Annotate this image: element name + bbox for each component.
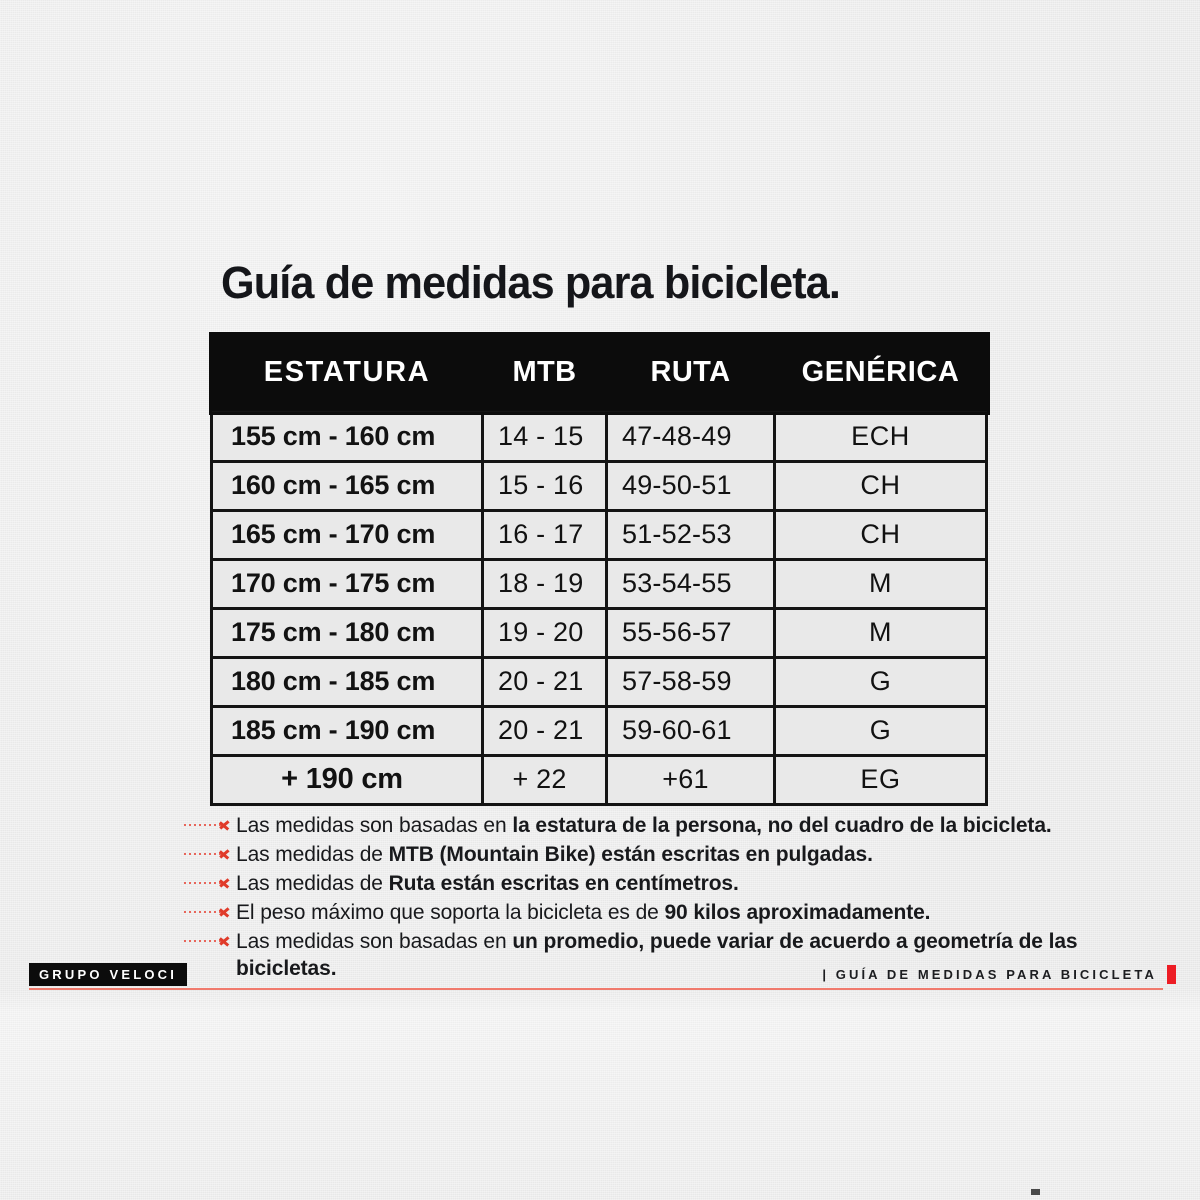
column-header-estatura: ESTATURA (211, 335, 483, 412)
table-cell-ruta: 47-48-49 (605, 410, 776, 463)
table-cell-ruta: 59-60-61 (605, 704, 776, 757)
table-cell-generica: G (773, 704, 988, 757)
note-emphasis: la estatura de la persona, no del cuadro… (512, 814, 1052, 837)
table-cell-estatura: 180 cm - 185 cm (210, 655, 484, 708)
note-plain: Las medidas son basadas en (236, 814, 513, 837)
note-item: Las medidas de MTB (Mountain Bike) están… (184, 841, 1084, 868)
table-cell-generica: G (773, 655, 988, 708)
footer-rule (29, 988, 1163, 990)
table-row: 165 cm - 170 cm 16 - 17 51-52-53 CH (210, 508, 988, 561)
note-emphasis: 90 kilos aproximadamente. (664, 901, 931, 924)
dotted-arrow-icon (184, 841, 236, 865)
note-item: El peso máximo que soporta la bicicleta … (184, 899, 1084, 926)
table-cell-ruta: 49-50-51 (605, 459, 776, 512)
table-cell-mtb: 19 - 20 (481, 606, 608, 659)
table-cell-ruta: +61 (605, 753, 776, 806)
table-cell-ruta: 57-58-59 (605, 655, 776, 708)
note-text: El peso máximo que soporta la bicicleta … (236, 899, 931, 926)
table-cell-generica: EG (773, 753, 988, 806)
table-cell-estatura: 165 cm - 170 cm (210, 508, 484, 561)
lower-panel-shade (0, 990, 1200, 1012)
table-row: 185 cm - 190 cm 20 - 21 59-60-61 G (210, 704, 988, 757)
table-row: 175 cm - 180 cm 19 - 20 55-56-57 M (210, 606, 988, 659)
footer-red-block-icon (1167, 965, 1176, 984)
size-guide-table: ESTATURA MTB RUTA GENÉRICA 155 cm - 160 … (208, 332, 990, 806)
note-item: Las medidas son basadas en un promedio, … (184, 928, 1084, 982)
table-body: 155 cm - 160 cm 14 - 15 47-48-49 ECH 160 cm … (210, 410, 988, 806)
notes-list: Las medidas son basadas en la estatura d… (184, 812, 1084, 984)
note-emphasis: Ruta están escritas en centímetros. (388, 872, 739, 895)
table-cell-mtb: 18 - 19 (481, 557, 608, 610)
table-cell-mtb: 15 - 16 (481, 459, 608, 512)
table-cell-ruta: 53-54-55 (605, 557, 776, 610)
column-header-ruta: RUTA (606, 335, 775, 412)
table-cell-estatura: 170 cm - 175 cm (210, 557, 484, 610)
column-header-generica: GENÉRICA (774, 335, 987, 412)
table-cell-estatura: 160 cm - 165 cm (210, 459, 484, 512)
table-cell-estatura: 175 cm - 180 cm (210, 606, 484, 659)
table-cell-estatura: + 190 cm (210, 753, 484, 806)
table-cell-generica: M (773, 557, 988, 610)
table-cell-estatura: 185 cm - 190 cm (210, 704, 484, 757)
note-emphasis: MTB (Mountain Bike) están escritas en pu… (388, 843, 873, 866)
note-emphasis: un promedio, puede variar de acuerdo a g… (236, 930, 1078, 980)
note-plain: Las medidas son basadas en (236, 930, 513, 953)
table-cell-generica: CH (773, 508, 988, 561)
lower-panel (0, 1010, 1200, 1200)
table-header: ESTATURA MTB RUTA GENÉRICA (208, 332, 990, 415)
table-cell-mtb: 20 - 21 (481, 655, 608, 708)
table-row: 160 cm - 165 cm 15 - 16 49-50-51 CH (210, 459, 988, 512)
table-row: 170 cm - 175 cm 18 - 19 53-54-55 M (210, 557, 988, 610)
bottom-artifact (1031, 1189, 1040, 1195)
table-cell-mtb: 14 - 15 (481, 410, 608, 463)
table-cell-estatura: 155 cm - 160 cm (210, 410, 484, 463)
note-text: Las medidas de Ruta están escritas en ce… (236, 870, 739, 897)
note-text: Las medidas son basadas en un promedio, … (236, 928, 1084, 982)
table-row: + 190 cm + 22 +61 EG (210, 753, 988, 806)
table-row: 155 cm - 160 cm 14 - 15 47-48-49 ECH (210, 410, 988, 463)
note-item: Las medidas son basadas en la estatura d… (184, 812, 1084, 839)
note-plain: Las medidas de (236, 872, 389, 895)
table-cell-generica: CH (773, 459, 988, 512)
dotted-arrow-icon (184, 812, 236, 836)
table-header-row: ESTATURA MTB RUTA GENÉRICA (208, 332, 990, 415)
table-cell-mtb: 16 - 17 (481, 508, 608, 561)
dotted-arrow-icon (184, 928, 236, 952)
dotted-arrow-icon (184, 870, 236, 894)
page-title: Guía de medidas para bicicleta. (221, 257, 841, 308)
note-text: Las medidas son basadas en la estatura d… (236, 812, 1052, 839)
table-cell-ruta: 55-56-57 (605, 606, 776, 659)
note-plain: El peso máximo que soporta la bicicleta … (236, 901, 665, 924)
note-item: Las medidas de Ruta están escritas en ce… (184, 870, 1084, 897)
column-header-mtb: MTB (482, 335, 607, 412)
table-cell-generica: M (773, 606, 988, 659)
footer-caption: | GUÍA DE MEDIDAS PARA BICICLETA (822, 967, 1157, 982)
table-row: 180 cm - 185 cm 20 - 21 57-58-59 G (210, 655, 988, 708)
brand-badge: GRUPO VELOCI (29, 963, 188, 986)
note-plain: Las medidas de (236, 843, 389, 866)
dotted-arrow-icon (184, 899, 236, 923)
table-cell-ruta: 51-52-53 (605, 508, 776, 561)
table-cell-generica: ECH (773, 410, 988, 463)
table-cell-mtb: 20 - 21 (481, 704, 608, 757)
table-cell-mtb: + 22 (481, 753, 608, 806)
note-text: Las medidas de MTB (Mountain Bike) están… (236, 841, 873, 868)
